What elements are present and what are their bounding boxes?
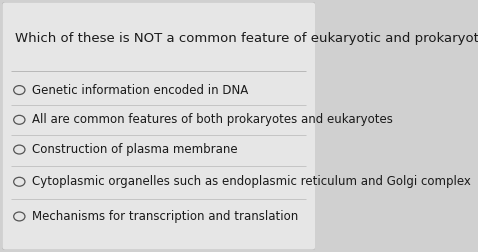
Text: All are common features of both prokaryotes and eukaryotes: All are common features of both prokaryo… [32, 113, 393, 126]
Text: Cytoplasmic organelles such as endoplasmic reticulum and Golgi complex: Cytoplasmic organelles such as endoplasm… [32, 175, 471, 188]
Text: Construction of plasma membrane: Construction of plasma membrane [32, 143, 238, 156]
Text: Which of these is NOT a common feature of eukaryotic and prokaryotic cells?: Which of these is NOT a common feature o… [15, 32, 478, 45]
Text: Genetic information encoded in DNA: Genetic information encoded in DNA [32, 84, 248, 97]
FancyBboxPatch shape [2, 2, 315, 250]
Text: Mechanisms for transcription and translation: Mechanisms for transcription and transla… [32, 210, 298, 223]
